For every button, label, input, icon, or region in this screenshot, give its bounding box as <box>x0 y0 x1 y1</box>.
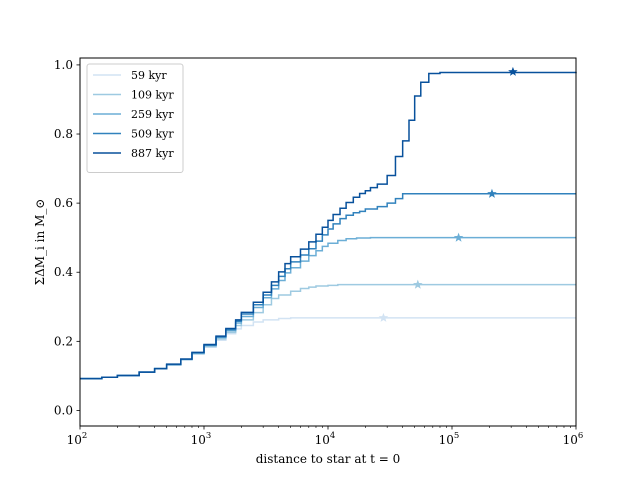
y-axis-label: ΣΔM_i in M_⊙ <box>33 199 47 286</box>
x-axis-label: distance to star at t = 0 <box>256 452 401 466</box>
legend-label-1: 109 kyr <box>131 89 174 102</box>
series-line-2 <box>80 236 576 380</box>
y-tick-label-0: 0.0 <box>54 403 73 417</box>
series-lines <box>80 71 577 380</box>
series-marker-0 <box>378 312 389 322</box>
y-tick-label-5: 1.0 <box>54 58 73 72</box>
series-marker-4 <box>508 66 518 76</box>
series-marker-1 <box>413 279 423 289</box>
series-line-4 <box>80 71 577 380</box>
legend-label-2: 259 kyr <box>131 108 174 121</box>
x-tick-label-0: 102 <box>67 431 88 447</box>
y-tick-label-3: 0.6 <box>54 196 73 210</box>
y-tick-label-4: 0.8 <box>54 127 73 141</box>
series-marker-3 <box>487 188 497 198</box>
legend-box <box>86 63 184 173</box>
x-tick-label-2: 104 <box>315 431 336 447</box>
y-tick-label-1: 0.2 <box>54 334 73 348</box>
legend: 59 kyr 109 kyr 259 kyr 509 kyr 887 kyr <box>86 63 184 173</box>
legend-label-4: 887 kyr <box>131 147 174 160</box>
x-tick-label-4: 106 <box>563 431 584 447</box>
axes: 0.0 0.2 0.4 0.6 0.8 1.0 102 103 104 105 106 <box>54 57 584 447</box>
legend-label-3: 509 kyr <box>131 128 174 141</box>
x-tick-label-3: 105 <box>439 431 460 447</box>
series-line-1 <box>80 283 576 380</box>
legend-label-0: 59 kyr <box>131 69 167 82</box>
x-tick-label-1: 103 <box>191 431 212 447</box>
series-markers <box>378 66 518 322</box>
series-marker-2 <box>453 232 464 242</box>
y-tick-label-2: 0.4 <box>54 265 73 279</box>
